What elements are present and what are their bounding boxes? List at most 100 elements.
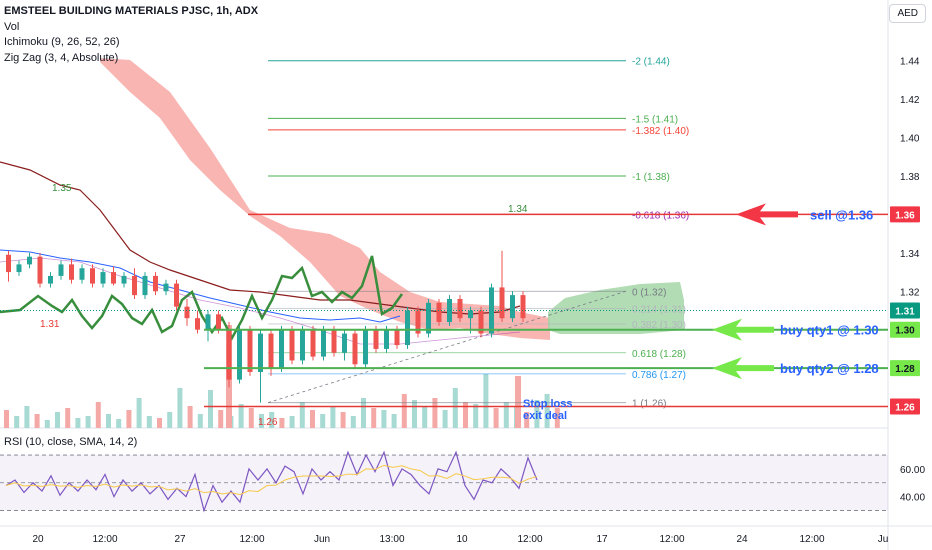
volume-bar [238, 404, 244, 428]
time-axis[interactable]: 20 12:00 27 12:00 Jun 13:00 10 12:00 17 12:00 24 12… [32, 534, 888, 545]
volume-bar [554, 408, 560, 428]
time-tick: 12:00 [92, 534, 117, 545]
candle-body [258, 333, 263, 372]
volume-bar [503, 402, 509, 428]
indicator-vol[interactable]: Vol [4, 20, 20, 33]
volume-bar [218, 410, 224, 428]
chart-legend: EMSTEEL BUILDING MATERIALS PJSC, 1h, ADX… [4, 4, 258, 66]
currency-button[interactable]: AED [889, 4, 926, 23]
volume-bar [34, 414, 40, 428]
price-badge[interactable] [890, 302, 920, 319]
volume-bar [95, 402, 101, 428]
volume-bar [483, 374, 489, 428]
fib-label: 0.618 (1.28) [632, 349, 686, 360]
price-tick: 1.32 [900, 287, 920, 298]
volume-bar [14, 416, 20, 428]
volume-bar [412, 400, 417, 428]
volume-bar [534, 400, 540, 428]
buy2-arrow[interactable] [712, 357, 774, 380]
rsi-tick: 60.00 [900, 465, 925, 476]
candle-body [100, 272, 106, 284]
volume-bar [350, 416, 356, 428]
candle-body [310, 329, 316, 357]
price-tick: 1.44 [900, 57, 920, 68]
volume-bar [452, 388, 458, 428]
cloud-bearish [100, 58, 550, 340]
price-badge[interactable] [890, 360, 920, 377]
buy1-arrow[interactable] [712, 318, 774, 341]
candle-body [163, 283, 169, 292]
volume-bar-spike [515, 376, 521, 428]
candle-body [373, 329, 379, 349]
volume-bar [524, 412, 530, 428]
fib-label: -1.382 (1.40) [632, 126, 689, 137]
fib-label: -2 (1.44) [632, 57, 670, 68]
candle-body [468, 310, 473, 319]
volume-bar [65, 408, 71, 428]
price-level-lines[interactable] [0, 213, 888, 408]
price-badge-label: 1.31 [895, 306, 915, 317]
candles [6, 250, 526, 403]
price-tick: 1.34 [900, 249, 920, 260]
price-tick: 1.40 [900, 134, 920, 145]
cloud-bullish [548, 282, 684, 334]
fib-label: -0.618 (1.36) [632, 210, 689, 221]
volume-bar [361, 398, 366, 428]
annotation-arrows[interactable] [712, 203, 798, 380]
zigzag-label-low: 1.26 [258, 417, 278, 428]
zigzag-label-high: 1.34 [508, 204, 528, 215]
candle-body [205, 314, 211, 330]
volume-bar [442, 410, 448, 428]
candle-body [384, 329, 389, 349]
price-badge[interactable] [890, 206, 920, 223]
candle-body [321, 329, 326, 357]
candle-body [237, 329, 242, 380]
volume-bar [289, 416, 295, 428]
symbol-title[interactable]: EMSTEEL BUILDING MATERIALS PJSC, 1h, ADX [4, 5, 259, 17]
volume-bar [44, 420, 50, 428]
candle-body [394, 329, 400, 346]
candle-body [184, 306, 190, 319]
time-tick: Ju [878, 534, 889, 545]
volume-bar [157, 418, 162, 428]
volume-bar [167, 412, 173, 428]
fibonacci-levels[interactable]: -2 (1.44) -1.5 (1.41)-1.382 (1.40) -1 (1.3… [267, 57, 689, 410]
volume-bar [310, 410, 315, 428]
candle-body [363, 329, 368, 365]
candle-body [216, 314, 221, 330]
candle-body [331, 329, 337, 353]
candle-body [132, 275, 137, 296]
candle-body [499, 287, 505, 319]
ichimoku-lagging-span [0, 255, 404, 341]
volume-bar [75, 418, 81, 428]
volume-bar [259, 414, 264, 428]
volume-bar [391, 414, 397, 428]
volume-bar [116, 419, 122, 428]
annotation-texts: sell @1.36 buy qty1 @ 1.30 buy qty2 @ 1.28… [40, 183, 879, 428]
indicator-ichimoku[interactable]: Ichimoku (9, 26, 52, 26) [4, 36, 120, 48]
fib-trend-line[interactable] [267, 290, 627, 404]
time-tick: Jun [314, 534, 330, 545]
candle-body [58, 264, 64, 276]
volume-bar [299, 402, 305, 428]
volume-bar [279, 418, 285, 428]
time-tick: 10 [456, 534, 468, 545]
candle-body [247, 329, 253, 372]
candle-body [69, 264, 74, 280]
volume-bar [381, 410, 387, 428]
volume-bar [55, 412, 60, 428]
candle-body [415, 310, 421, 334]
sell-arrow[interactable] [736, 203, 798, 226]
price-axis[interactable]: 1.44 1.42 1.40 1.38 1.36 1.34 1.32 1.30 1.28 1.26… [890, 57, 920, 415]
rsi-legend[interactable]: RSI (10, close, SMA, 14, 2) [4, 436, 138, 448]
fib-label: -1 (1.38) [632, 172, 670, 183]
price-badge[interactable] [890, 321, 920, 338]
price-badge[interactable] [890, 398, 920, 415]
candle-body [478, 310, 484, 334]
zigzag-label-low: 1.31 [40, 319, 60, 330]
candle-body [520, 295, 526, 319]
indicator-zigzag[interactable]: Zig Zag (3, 4, Absolute) [4, 51, 119, 64]
zigzag-label-high: 1.35 [52, 183, 72, 194]
price-tick: 1.42 [900, 95, 920, 106]
